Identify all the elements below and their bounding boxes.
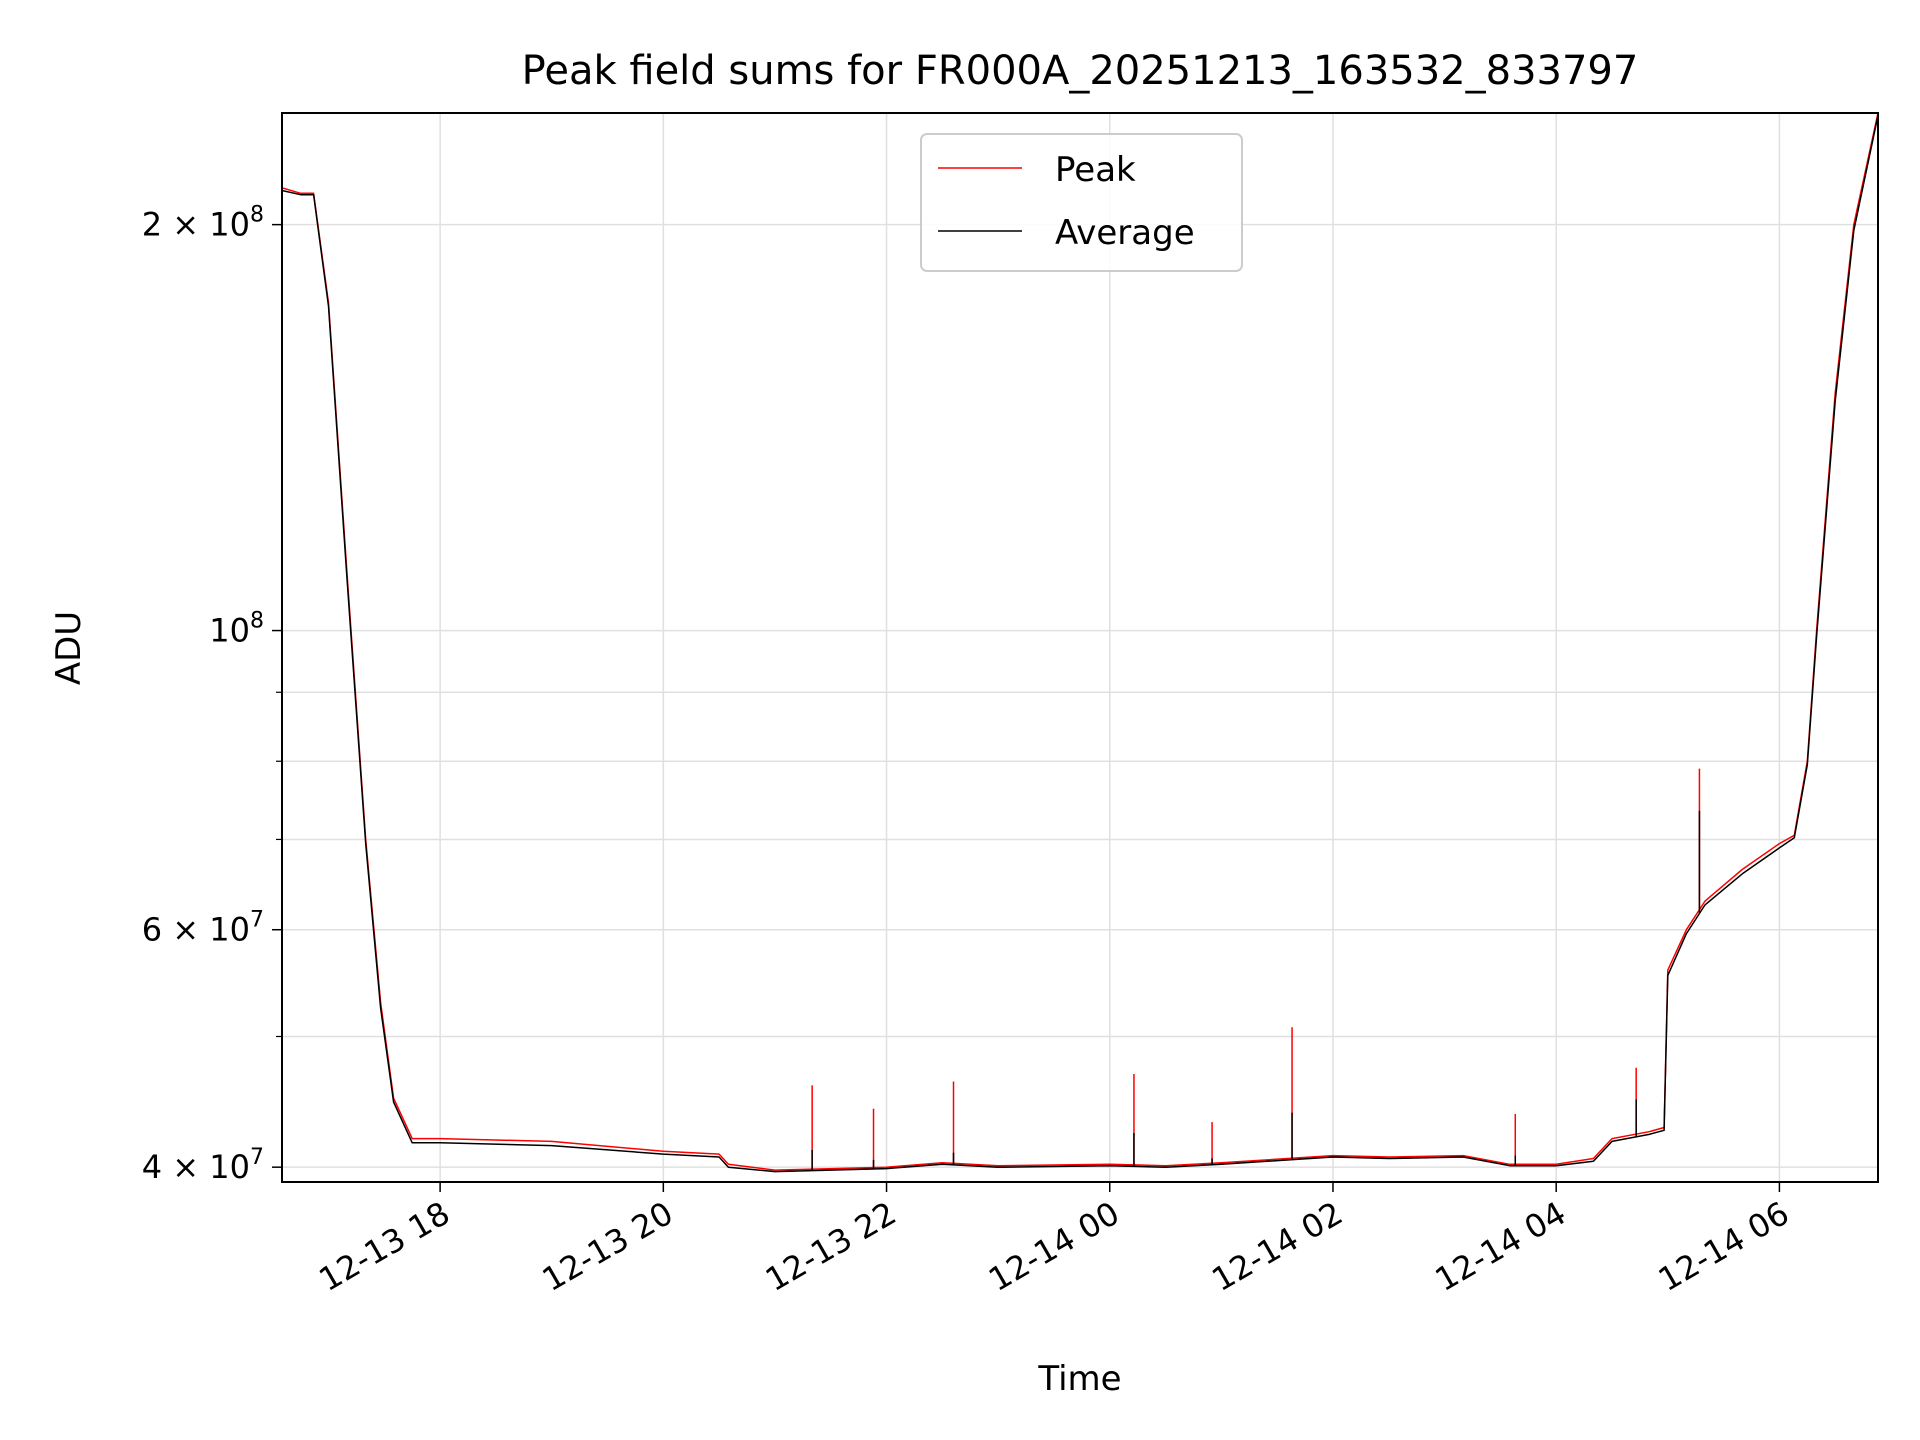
x-axis: 12-13 18 12-13 20 12-13 22 12-14 00 12-14 02… <box>313 1182 1796 1299</box>
legend-label-peak: Peak <box>1055 150 1136 190</box>
y-axis: 2 × 108 108 6 × 107 4 × 107 <box>142 203 282 1186</box>
y-axis-label: ADU <box>49 611 89 685</box>
x-tick-label: 12-14 00 <box>982 1194 1126 1299</box>
series-layer <box>281 112 1879 1173</box>
y-tick-label: 2 × 108 <box>142 203 264 244</box>
x-tick-label: 12-13 20 <box>536 1194 680 1299</box>
legend: Peak Average <box>920 133 1243 272</box>
legend-label-average: Average <box>1055 213 1195 253</box>
x-axis-label: Time <box>1037 1359 1121 1399</box>
x-tick-label: 12-14 04 <box>1429 1194 1573 1299</box>
y-tick-label: 108 <box>209 609 264 650</box>
x-tick-label: 12-13 18 <box>313 1194 457 1299</box>
x-tick-label: 12-13 22 <box>759 1194 903 1299</box>
y-tick-label: 4 × 107 <box>142 1145 264 1186</box>
y-tick-label: 6 × 107 <box>142 908 264 949</box>
x-tick-label: 12-14 02 <box>1205 1194 1349 1299</box>
plot-frame <box>281 112 1879 1183</box>
grid-lines <box>282 113 1878 1182</box>
chart-title: Peak field sums for FR000A_20251213_1635… <box>522 48 1639 94</box>
x-tick-label: 12-14 06 <box>1652 1194 1796 1299</box>
series-line-average <box>281 115 1879 1173</box>
